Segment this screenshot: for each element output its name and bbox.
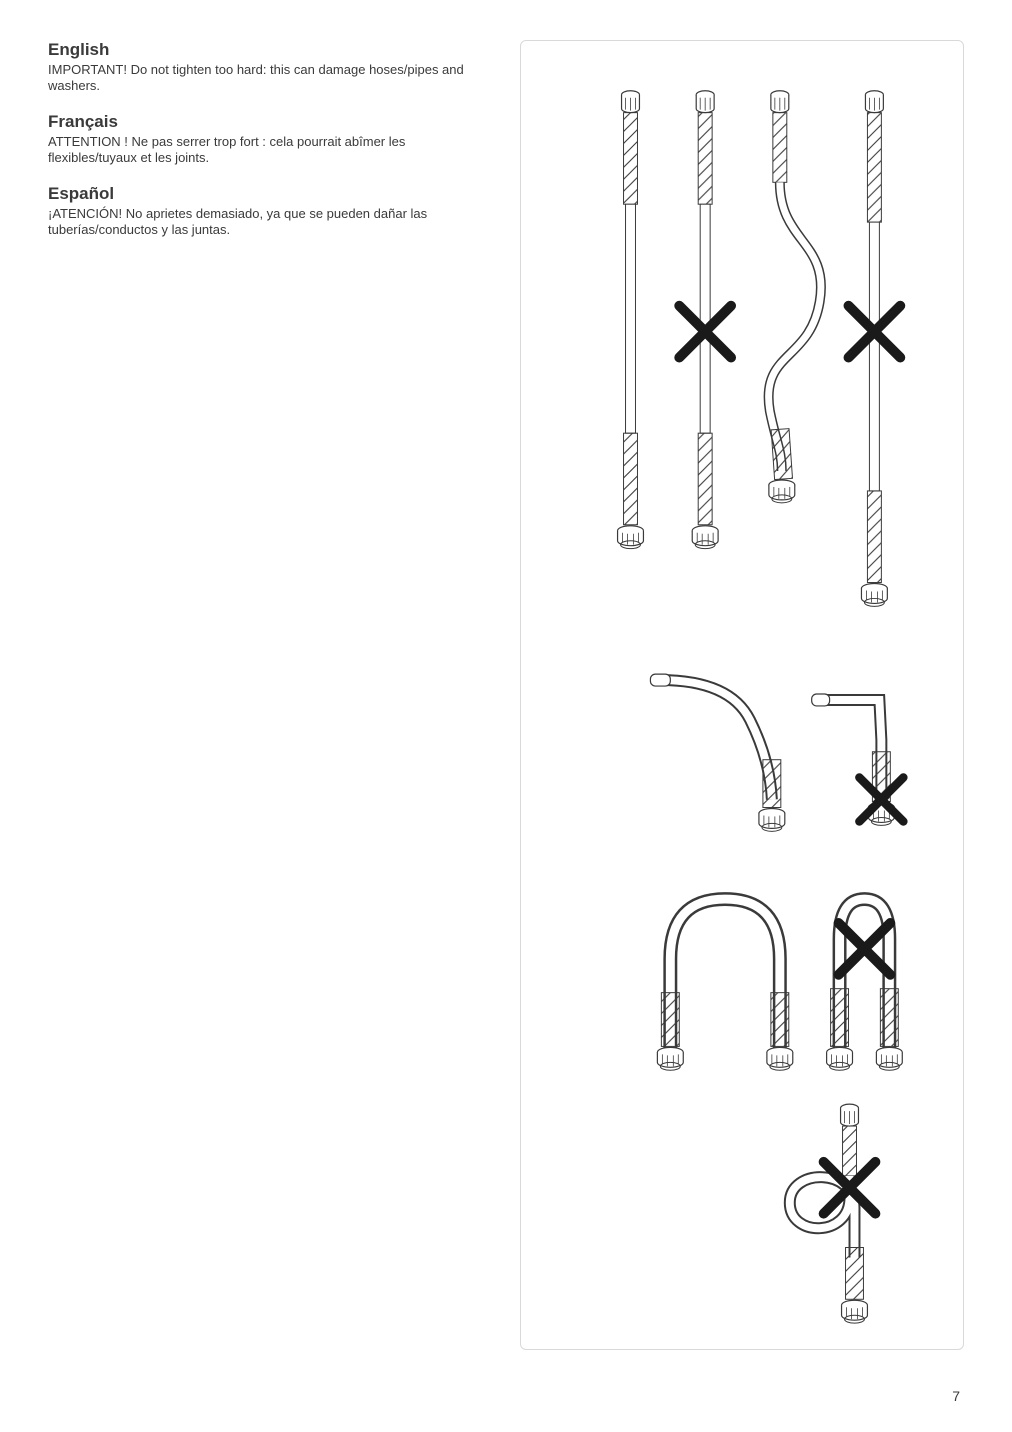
hose-tight-u-bad — [827, 899, 903, 1070]
illustration-panel — [520, 40, 964, 1350]
lang-block-espanol: Español ¡ATENCIÓN! No aprietes demasiado… — [48, 184, 478, 238]
text-column: English IMPORTANT! Do not tighten too ha… — [48, 40, 478, 238]
hose-straight-2-bad — [679, 91, 731, 549]
hose-coiled-bad — [790, 1104, 876, 1323]
hose-wide-u-ok — [657, 899, 792, 1070]
page-number: 7 — [952, 1388, 960, 1404]
lang-body: IMPORTANT! Do not tighten too hard: this… — [48, 62, 478, 94]
hose-sharp-kink-bad — [812, 694, 904, 825]
hose-straight-1 — [618, 91, 644, 549]
lang-title: English — [48, 40, 478, 60]
lang-title: Español — [48, 184, 478, 204]
lang-block-francais: Français ATTENTION ! Ne pas serrer trop … — [48, 112, 478, 166]
lang-title: Français — [48, 112, 478, 132]
lang-block-english: English IMPORTANT! Do not tighten too ha… — [48, 40, 478, 94]
hose-curved-bad — [769, 91, 821, 503]
hose-gentle-bend-ok — [650, 674, 784, 831]
lang-body: ¡ATENCIÓN! No aprietes demasiado, ya que… — [48, 206, 478, 238]
lang-body: ATTENTION ! Ne pas serrer trop fort : ce… — [48, 134, 478, 166]
hose-straight-4-bad — [849, 91, 901, 607]
hose-diagrams-svg — [521, 41, 963, 1349]
